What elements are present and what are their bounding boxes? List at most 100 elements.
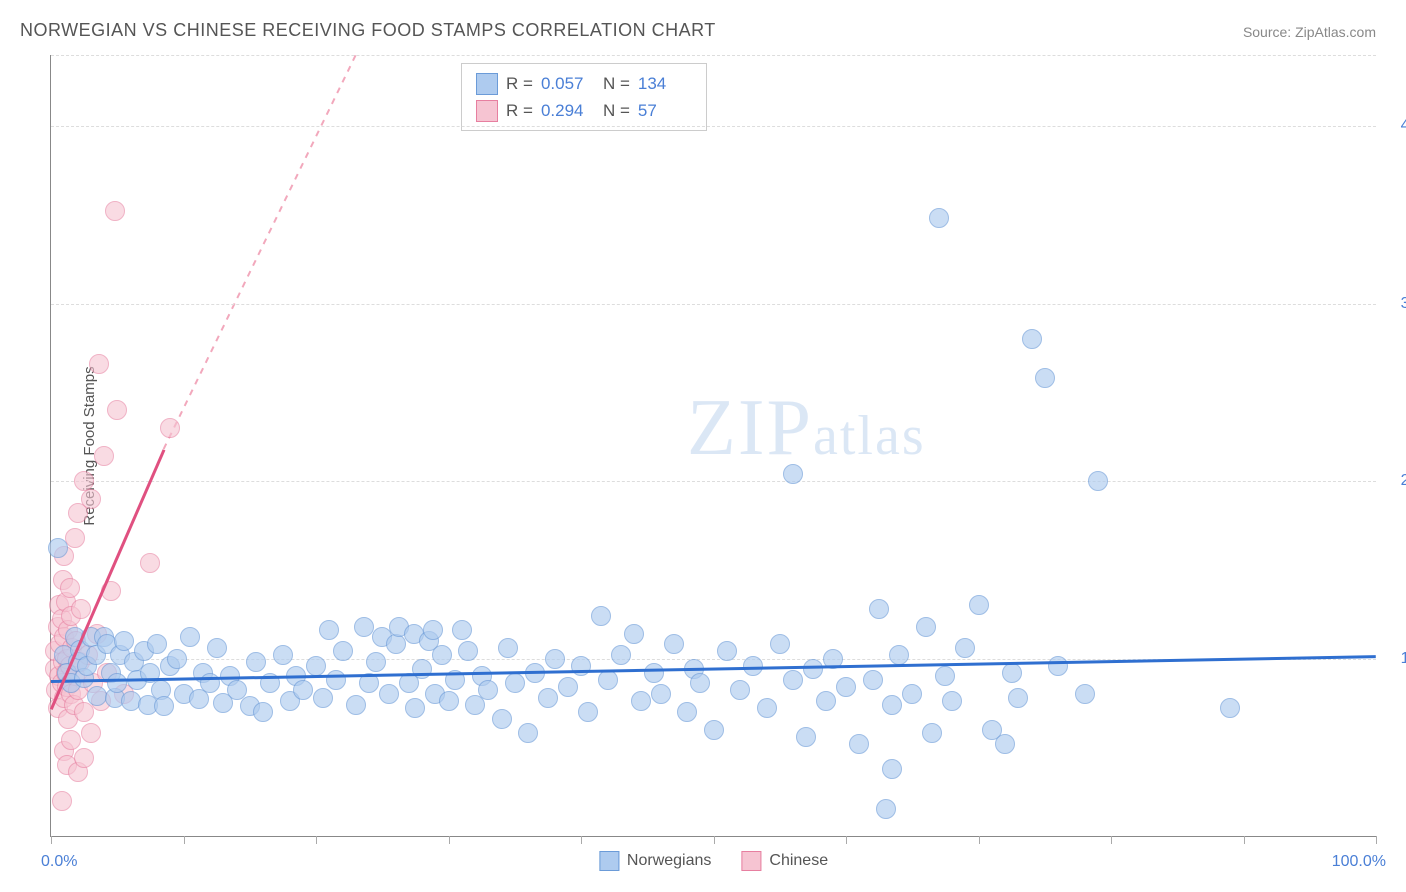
data-point-norwegians bbox=[796, 727, 816, 747]
data-point-norwegians bbox=[354, 617, 374, 637]
data-point-norwegians bbox=[167, 649, 187, 669]
data-point-norwegians bbox=[578, 702, 598, 722]
source-prefix: Source: bbox=[1243, 24, 1295, 40]
n-value-norwegians: 134 bbox=[638, 70, 692, 97]
legend-label-chinese: Chinese bbox=[769, 852, 828, 870]
data-point-norwegians bbox=[423, 620, 443, 640]
data-point-norwegians bbox=[624, 624, 644, 644]
data-point-norwegians bbox=[518, 723, 538, 743]
data-point-norwegians bbox=[783, 464, 803, 484]
x-tick bbox=[846, 836, 847, 844]
data-point-norwegians bbox=[319, 620, 339, 640]
data-point-norwegians bbox=[452, 620, 472, 640]
data-point-norwegians bbox=[664, 634, 684, 654]
data-point-norwegians bbox=[882, 695, 902, 715]
legend-label-norwegians: Norwegians bbox=[627, 852, 711, 870]
data-point-norwegians bbox=[863, 670, 883, 690]
data-point-chinese bbox=[140, 553, 160, 573]
swatch-chinese bbox=[476, 100, 498, 122]
data-point-norwegians bbox=[439, 691, 459, 711]
data-point-norwegians bbox=[492, 709, 512, 729]
data-point-chinese bbox=[107, 400, 127, 420]
data-point-norwegians bbox=[916, 617, 936, 637]
data-point-norwegians bbox=[836, 677, 856, 697]
data-point-norwegians bbox=[545, 649, 565, 669]
series-legend: Norwegians Chinese bbox=[599, 851, 828, 871]
x-tick bbox=[449, 836, 450, 844]
r-label: R = bbox=[506, 70, 533, 97]
source-attribution: Source: ZipAtlas.com bbox=[1243, 24, 1376, 40]
data-point-chinese bbox=[52, 791, 72, 811]
data-point-norwegians bbox=[107, 673, 127, 693]
data-point-norwegians bbox=[253, 702, 273, 722]
data-point-norwegians bbox=[154, 696, 174, 716]
data-point-chinese bbox=[105, 201, 125, 221]
gridline bbox=[51, 55, 1376, 56]
x-tick bbox=[184, 836, 185, 844]
chart-title: NORWEGIAN VS CHINESE RECEIVING FOOD STAM… bbox=[20, 20, 716, 41]
source-name: ZipAtlas.com bbox=[1295, 24, 1376, 40]
data-point-norwegians bbox=[651, 684, 671, 704]
data-point-norwegians bbox=[942, 691, 962, 711]
data-point-chinese bbox=[81, 489, 101, 509]
data-point-norwegians bbox=[458, 641, 478, 661]
data-point-norwegians bbox=[598, 670, 618, 690]
watermark: ZIPatlas bbox=[687, 383, 926, 474]
data-point-norwegians bbox=[1022, 329, 1042, 349]
data-point-norwegians bbox=[48, 538, 68, 558]
data-point-norwegians bbox=[273, 645, 293, 665]
gridline bbox=[51, 304, 1376, 305]
data-point-norwegians bbox=[379, 684, 399, 704]
data-point-norwegians bbox=[1008, 688, 1028, 708]
data-point-norwegians bbox=[114, 631, 134, 651]
data-point-norwegians bbox=[690, 673, 710, 693]
data-point-norwegians bbox=[432, 645, 452, 665]
data-point-chinese bbox=[61, 730, 81, 750]
data-point-norwegians bbox=[326, 670, 346, 690]
data-point-chinese bbox=[81, 723, 101, 743]
data-point-chinese bbox=[71, 599, 91, 619]
data-point-norwegians bbox=[816, 691, 836, 711]
x-tick bbox=[581, 836, 582, 844]
n-value-chinese: 57 bbox=[638, 97, 692, 124]
data-point-norwegians bbox=[1220, 698, 1240, 718]
n-label: N = bbox=[603, 97, 630, 124]
data-point-norwegians bbox=[478, 680, 498, 700]
data-point-norwegians bbox=[591, 606, 611, 626]
chart-plot-area: ZIPatlas R = 0.057 N = 134 R = 0.294 N =… bbox=[50, 55, 1376, 837]
y-tick-label: 40.0% bbox=[1401, 117, 1406, 135]
x-axis-max-label: 100.0% bbox=[1332, 853, 1386, 871]
r-value-norwegians: 0.057 bbox=[541, 70, 595, 97]
data-point-norwegians bbox=[902, 684, 922, 704]
data-point-norwegians bbox=[505, 673, 525, 693]
y-tick-label: 10.0% bbox=[1401, 650, 1406, 668]
legend-row-chinese: R = 0.294 N = 57 bbox=[476, 97, 692, 124]
data-point-norwegians bbox=[882, 759, 902, 779]
swatch-chinese bbox=[741, 851, 761, 871]
watermark-zip: ZIP bbox=[687, 384, 813, 472]
legend-item-norwegians: Norwegians bbox=[599, 851, 711, 871]
data-point-norwegians bbox=[995, 734, 1015, 754]
legend-row-norwegians: R = 0.057 N = 134 bbox=[476, 70, 692, 97]
x-tick bbox=[714, 836, 715, 844]
x-tick bbox=[51, 836, 52, 844]
data-point-norwegians bbox=[558, 677, 578, 697]
y-tick-label: 20.0% bbox=[1401, 472, 1406, 490]
data-point-norwegians bbox=[346, 695, 366, 715]
data-point-norwegians bbox=[538, 688, 558, 708]
data-point-chinese bbox=[160, 418, 180, 438]
x-tick bbox=[1111, 836, 1112, 844]
data-point-norwegians bbox=[611, 645, 631, 665]
data-point-chinese bbox=[60, 578, 80, 598]
gridline bbox=[51, 126, 1376, 127]
data-point-norwegians bbox=[849, 734, 869, 754]
data-point-norwegians bbox=[180, 627, 200, 647]
data-point-norwegians bbox=[207, 638, 227, 658]
data-point-norwegians bbox=[969, 595, 989, 615]
data-point-norwegians bbox=[783, 670, 803, 690]
data-point-norwegians bbox=[770, 634, 790, 654]
data-point-norwegians bbox=[889, 645, 909, 665]
correlation-legend: R = 0.057 N = 134 R = 0.294 N = 57 bbox=[461, 63, 707, 131]
data-point-norwegians bbox=[313, 688, 333, 708]
data-point-norwegians bbox=[935, 666, 955, 686]
